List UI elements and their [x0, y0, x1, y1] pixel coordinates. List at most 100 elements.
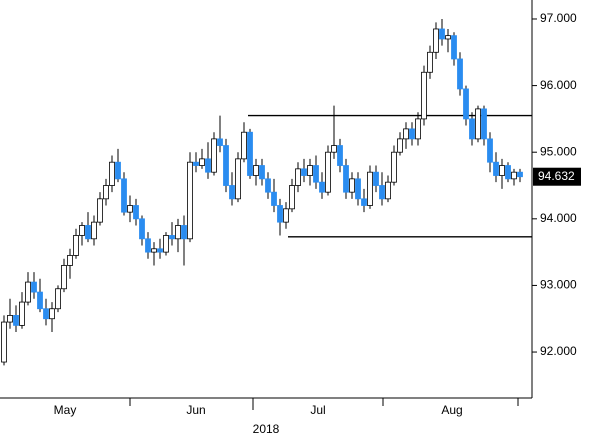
candle-body — [385, 181, 391, 200]
candle-body — [289, 185, 295, 210]
candle-body — [337, 145, 343, 166]
candle-body — [19, 301, 25, 326]
candle-body — [493, 161, 499, 176]
candle-body — [511, 171, 517, 180]
candle-body — [481, 108, 487, 140]
y-tick-label: 97.000 — [540, 11, 577, 25]
candle-body — [25, 281, 31, 303]
candle-body — [463, 88, 469, 120]
candle-body — [331, 145, 337, 153]
y-tick-label: 96.000 — [540, 78, 577, 92]
candle-body — [1, 321, 7, 363]
candle-body — [259, 165, 265, 180]
candle-body — [451, 35, 457, 60]
candle-body — [43, 308, 49, 320]
candle-body — [307, 165, 313, 176]
x-tick-label: Jul — [310, 403, 325, 417]
candle-body — [13, 315, 19, 326]
candle-body — [253, 165, 259, 176]
candle-body — [421, 71, 427, 120]
x-tick-label: Jun — [186, 403, 205, 417]
x-axis-title: 2018 — [253, 422, 280, 436]
candle-body — [283, 208, 289, 223]
candle-body — [271, 191, 277, 206]
candle-body — [391, 151, 397, 183]
candle-body — [301, 168, 307, 176]
candle-body — [91, 221, 97, 240]
candle-body — [517, 171, 523, 178]
candle-body — [343, 165, 349, 193]
candle-body — [49, 308, 55, 320]
y-tick-label: 94.000 — [540, 211, 577, 225]
candle-body — [235, 158, 241, 200]
candle-body — [85, 225, 91, 240]
candle-body — [319, 181, 325, 193]
candle-body — [223, 145, 229, 186]
candle-body — [439, 28, 445, 40]
candle-body — [61, 265, 67, 290]
candle-body — [181, 225, 187, 240]
x-tick-label: May — [54, 403, 77, 417]
candle-body — [121, 178, 127, 213]
candle-body — [403, 128, 409, 140]
candle-body — [241, 131, 247, 160]
candle-body — [379, 185, 385, 200]
candle-body — [205, 158, 211, 173]
candle-body — [373, 171, 379, 186]
candle-body — [127, 205, 133, 213]
y-tick-label: 95.000 — [540, 144, 577, 158]
candle-body — [151, 248, 157, 253]
candle-body — [73, 235, 79, 256]
candle-body — [115, 161, 121, 180]
candle-body — [31, 281, 37, 293]
last-price-label: 94.632 — [538, 169, 575, 183]
candle-body — [79, 225, 85, 236]
candle-body — [67, 255, 73, 266]
candle-body — [163, 235, 169, 253]
candle-body — [109, 161, 115, 186]
candle-body — [295, 168, 301, 186]
candle-body — [265, 178, 271, 193]
candle-body — [193, 161, 199, 166]
candle-body — [397, 138, 403, 153]
candle-body — [361, 198, 367, 206]
candle-body — [313, 165, 319, 183]
candle-body — [37, 291, 43, 310]
candle-body — [7, 315, 13, 323]
candle-body — [145, 238, 151, 253]
candle-body — [139, 218, 145, 240]
candle-body — [433, 28, 439, 53]
candle-body — [457, 58, 463, 90]
candle-body — [199, 158, 205, 166]
candle-body — [217, 138, 223, 146]
candle-body — [169, 235, 175, 240]
candle-body — [277, 205, 283, 223]
candle-body — [415, 118, 421, 140]
candle-body — [175, 225, 181, 240]
candle-body — [355, 178, 361, 200]
y-tick-label: 92.000 — [540, 344, 577, 358]
candle-body — [229, 185, 235, 200]
candle-body — [469, 118, 475, 140]
candle-body — [499, 165, 505, 176]
candle-body — [133, 205, 139, 220]
candle-body — [505, 165, 511, 180]
candle-body — [247, 131, 253, 176]
candle-body — [445, 35, 451, 40]
candle-body — [367, 171, 373, 206]
x-tick-label: Aug — [441, 403, 462, 417]
candle-body — [409, 128, 415, 140]
candle-body — [187, 161, 193, 240]
candle-body — [97, 198, 103, 223]
candle-body — [211, 138, 217, 173]
candle-body — [349, 178, 355, 193]
candle-body — [475, 108, 481, 140]
y-tick-label: 93.000 — [540, 278, 577, 292]
candle-body — [325, 151, 331, 193]
candle-body — [487, 138, 493, 163]
candle-body — [427, 51, 433, 73]
last-price-box — [533, 167, 581, 186]
candle-body — [103, 185, 109, 200]
candle-body — [157, 248, 163, 253]
